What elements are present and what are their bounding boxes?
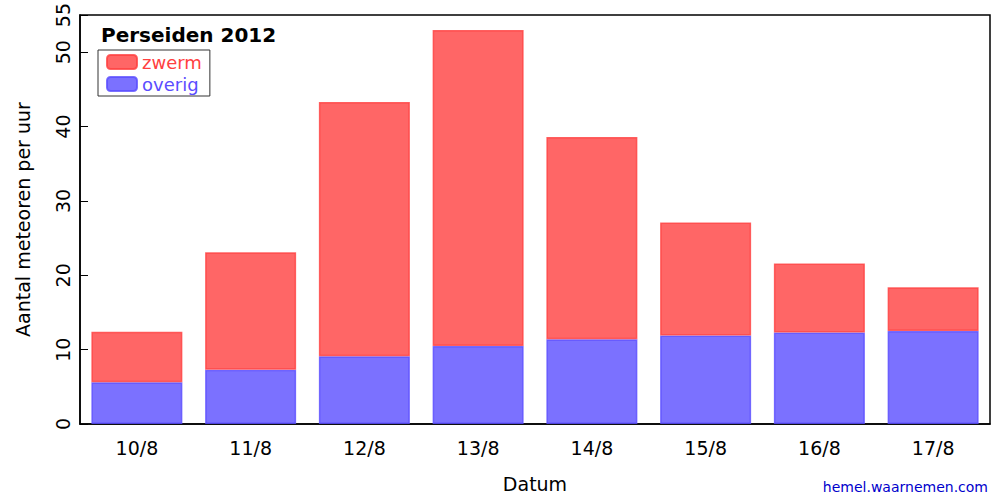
svg-text:hemel.waarnemen.com: hemel.waarnemen.com (823, 479, 988, 495)
svg-text:10: 10 (52, 338, 74, 362)
svg-text:11/8: 11/8 (229, 437, 272, 459)
svg-text:zwerm: zwerm (142, 52, 202, 73)
svg-text:Perseiden 2012: Perseiden 2012 (101, 23, 276, 47)
svg-text:55: 55 (52, 3, 74, 27)
svg-text:17/8: 17/8 (912, 437, 955, 459)
svg-text:40: 40 (52, 115, 74, 139)
svg-text:overig: overig (142, 74, 199, 95)
svg-text:16/8: 16/8 (798, 437, 841, 459)
svg-text:0: 0 (52, 418, 74, 430)
svg-text:Datum: Datum (503, 473, 567, 495)
svg-text:20: 20 (52, 263, 74, 287)
svg-text:14/8: 14/8 (571, 437, 614, 459)
svg-text:12/8: 12/8 (343, 437, 386, 459)
svg-text:Aantal meteoren per uur: Aantal meteoren per uur (12, 102, 34, 337)
svg-text:50: 50 (52, 40, 74, 64)
svg-text:30: 30 (52, 189, 74, 213)
svg-text:13/8: 13/8 (457, 437, 500, 459)
svg-text:10/8: 10/8 (116, 437, 159, 459)
svg-text:15/8: 15/8 (684, 437, 727, 459)
